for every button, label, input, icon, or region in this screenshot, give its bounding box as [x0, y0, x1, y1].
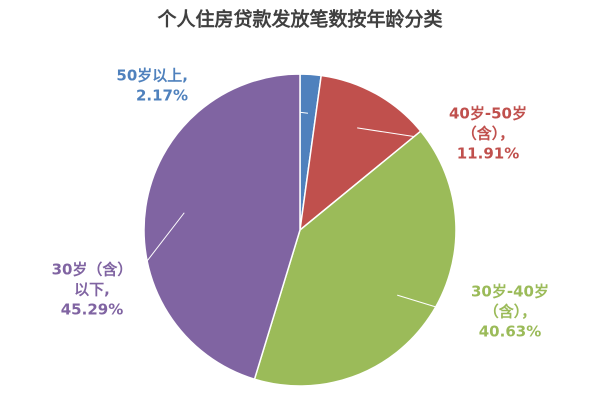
chart-title: 个人住房贷款发放笔数按年龄分类 [156, 8, 442, 31]
data-label-value: 40.63% [479, 323, 541, 341]
data-label: 30岁-40岁 [471, 283, 549, 301]
leader-line [116, 212, 185, 301]
data-label: 40岁-50岁 [449, 105, 527, 123]
leader-line [357, 127, 464, 145]
data-label: （含）， [462, 125, 515, 143]
data-label-value: 45.29% [61, 301, 123, 319]
leader-line [397, 294, 486, 323]
pie-slice [143, 73, 301, 381]
pie-slice [253, 130, 457, 387]
data-label-value: 11.91% [457, 145, 519, 163]
data-label: 30岁（含） [52, 261, 133, 279]
data-label: （含）， [484, 303, 537, 321]
pie-slice [298, 74, 422, 232]
data-label: 以下, [74, 281, 110, 299]
data-label-value: 2.17% [136, 87, 188, 105]
data-label: 50岁以上, [116, 67, 188, 85]
